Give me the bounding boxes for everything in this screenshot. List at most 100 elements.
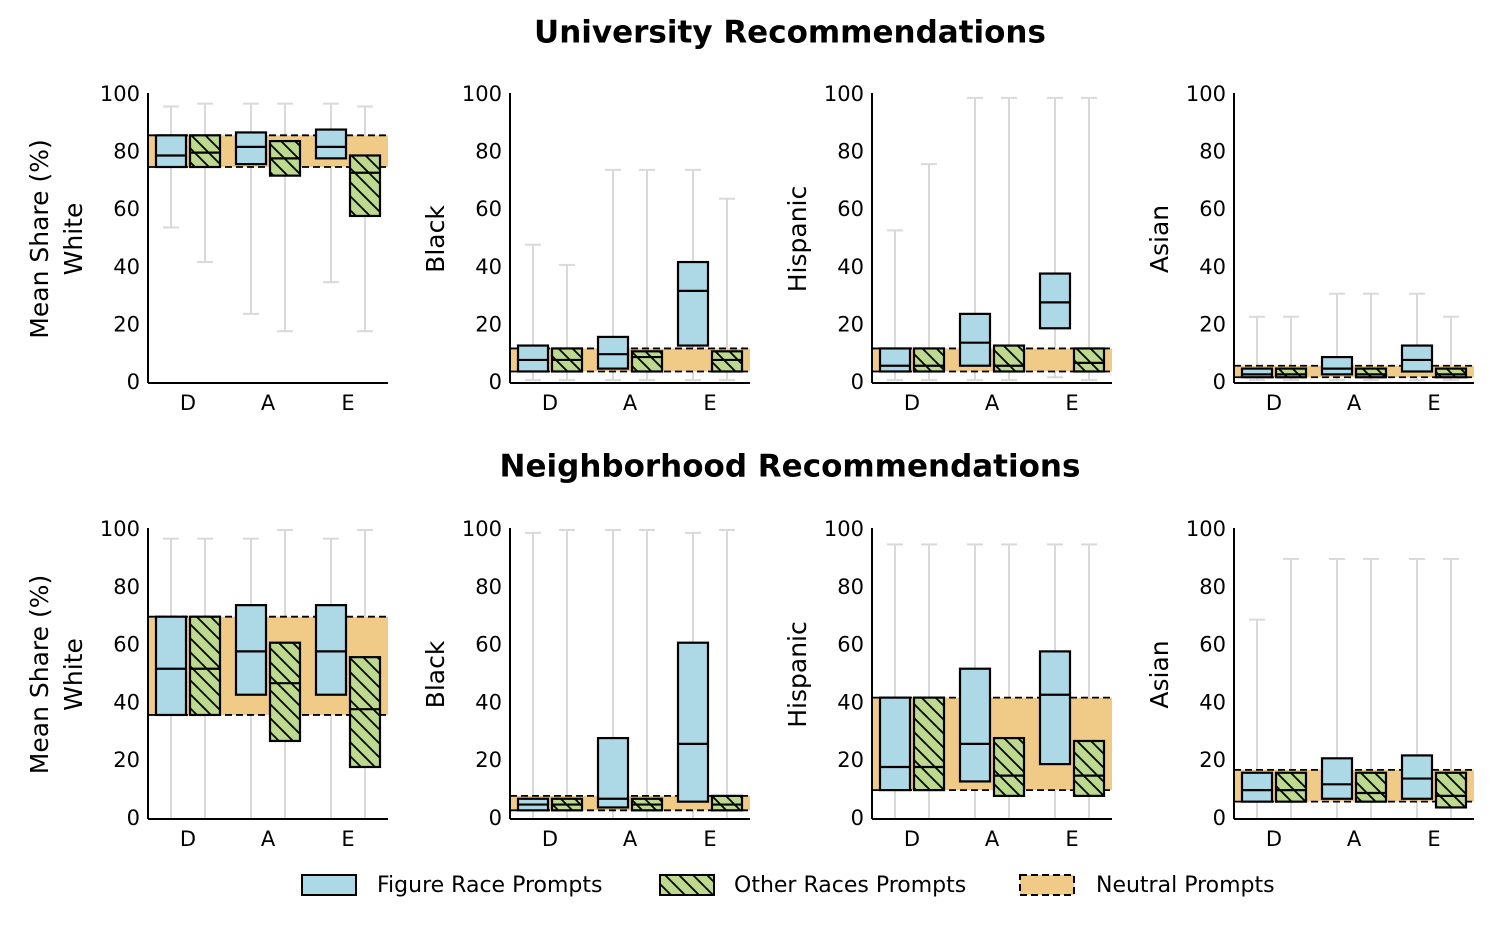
legend-label: Other Races Prompts [734, 873, 966, 898]
other-box [912, 347, 946, 373]
neutral-band [1234, 364, 1474, 379]
y-tick-label: 40 [113, 690, 140, 714]
y-tick-label: 0 [127, 370, 140, 394]
y-tick-label: 60 [475, 197, 502, 221]
figure-box-outline [154, 615, 188, 717]
figure-box [596, 736, 630, 809]
figure-box-outline [1038, 650, 1072, 766]
other-box-outline [630, 350, 664, 373]
y-tick-label: 60 [113, 197, 140, 221]
neutral-band-fill [148, 135, 388, 167]
legend-label: Neutral Prompts [1096, 873, 1275, 898]
figure-box [1240, 367, 1274, 379]
y-tick-label: 20 [837, 748, 864, 772]
other-box [348, 656, 382, 769]
y-axis-label-line: Asian [1145, 205, 1174, 273]
figure-whisker [525, 531, 541, 820]
legend: Figure Race Prompts Other Races Prompts Ne… [301, 873, 1275, 898]
figure-box-outline [878, 347, 912, 373]
other-box-hatch [994, 738, 1024, 796]
x-tick-label: E [1065, 391, 1078, 415]
other-box-hatch [1356, 368, 1386, 378]
y-tick-label: 100 [1186, 82, 1226, 106]
y-tick-label: 60 [837, 197, 864, 221]
other-box-hatch [1276, 772, 1306, 802]
y-tick-label: 40 [1199, 255, 1226, 279]
y-tick-label: 40 [475, 690, 502, 714]
y-tick-label: 80 [113, 575, 140, 599]
figure-box-outline [516, 344, 550, 373]
y-tick-label: 100 [1186, 517, 1226, 541]
legend-label: Figure Race Prompts [377, 873, 602, 898]
y-tick-label: 20 [837, 312, 864, 336]
figure-box-outline [1400, 344, 1434, 373]
figure-box [676, 260, 710, 347]
figure-box-fill [678, 642, 708, 802]
other-box-outline [188, 134, 222, 169]
y-axis-label-line: White [59, 203, 88, 276]
figure-box-outline [314, 604, 348, 696]
figure-whisker [1047, 96, 1063, 379]
y-axis-label: Hispanic [783, 186, 812, 293]
y-tick-label: 40 [837, 255, 864, 279]
panel-white: 0 20 40 60 80 100 D A E Mean Share (%) White [25, 82, 388, 415]
legend-swatch-neutral [1019, 874, 1075, 896]
other-box-hatch [270, 642, 300, 741]
neutral-band-fill [872, 697, 1112, 791]
y-axis-label-line: Mean Share (%) [25, 575, 54, 774]
y-axis-label: Asian [1145, 205, 1174, 273]
other-box-hatch [1356, 772, 1386, 802]
neutral-band-fill [1234, 769, 1474, 802]
other-box [1434, 367, 1468, 379]
x-tick-label: D [180, 827, 196, 851]
other-box [550, 797, 584, 812]
legend-item-other: Other Races Prompts [659, 873, 966, 898]
x-tick-label: A [623, 827, 638, 851]
other-box [188, 134, 222, 169]
figure-box [234, 604, 268, 696]
other-box [268, 641, 302, 743]
figure-box-outline [1320, 355, 1354, 376]
other-whisker [719, 529, 735, 820]
neutral-band [872, 696, 1112, 791]
y-tick-label: 40 [113, 255, 140, 279]
figure-box-fill [1040, 273, 1070, 329]
x-tick-label: E [703, 827, 716, 851]
other-box-outline [1434, 367, 1468, 379]
y-tick-label: 100 [824, 517, 864, 541]
figure-box-outline [676, 260, 710, 347]
section-title: Neighborhood Recommendations [500, 449, 1081, 485]
figure-box [676, 641, 710, 803]
other-box-outline [268, 641, 302, 743]
x-tick-label: A [261, 391, 276, 415]
other-whisker [197, 102, 213, 264]
other-box [710, 350, 744, 373]
figure-box-fill [156, 135, 186, 167]
y-axis-label: Asian [1145, 640, 1174, 708]
x-tick-label: D [1266, 827, 1282, 851]
y-axis-label-line: Black [421, 205, 450, 273]
figure-box [1038, 272, 1072, 330]
panel-black: 0 20 40 60 80 100 D A E Black [421, 517, 750, 851]
x-tick-label: A [623, 391, 638, 415]
chart-university: University Recommendations 0 20 40 60 80 100 D A… [25, 15, 1474, 415]
other-box [1274, 771, 1308, 803]
figure-box-fill [316, 605, 346, 695]
figure-box-fill [598, 336, 628, 369]
y-tick-label: 0 [127, 806, 140, 830]
y-axis-label-line: Hispanic [783, 621, 812, 728]
other-box [710, 794, 744, 812]
section-title: University Recommendations [534, 15, 1046, 51]
figure-box [958, 312, 992, 367]
y-tick-label: 100 [100, 517, 140, 541]
y-tick-label: 60 [1199, 197, 1226, 221]
y-tick-label: 40 [475, 255, 502, 279]
y-axis-label: Black [421, 205, 450, 273]
panel-hispanic: 0 20 40 60 80 100 D A E Hispanic [783, 82, 1112, 415]
x-tick-label: E [341, 827, 354, 851]
legend-item-neutral: Neutral Prompts [1019, 873, 1275, 898]
legend-swatch-other-hatch [659, 874, 715, 896]
other-box-outline [992, 344, 1026, 373]
neutral-band [148, 134, 388, 168]
